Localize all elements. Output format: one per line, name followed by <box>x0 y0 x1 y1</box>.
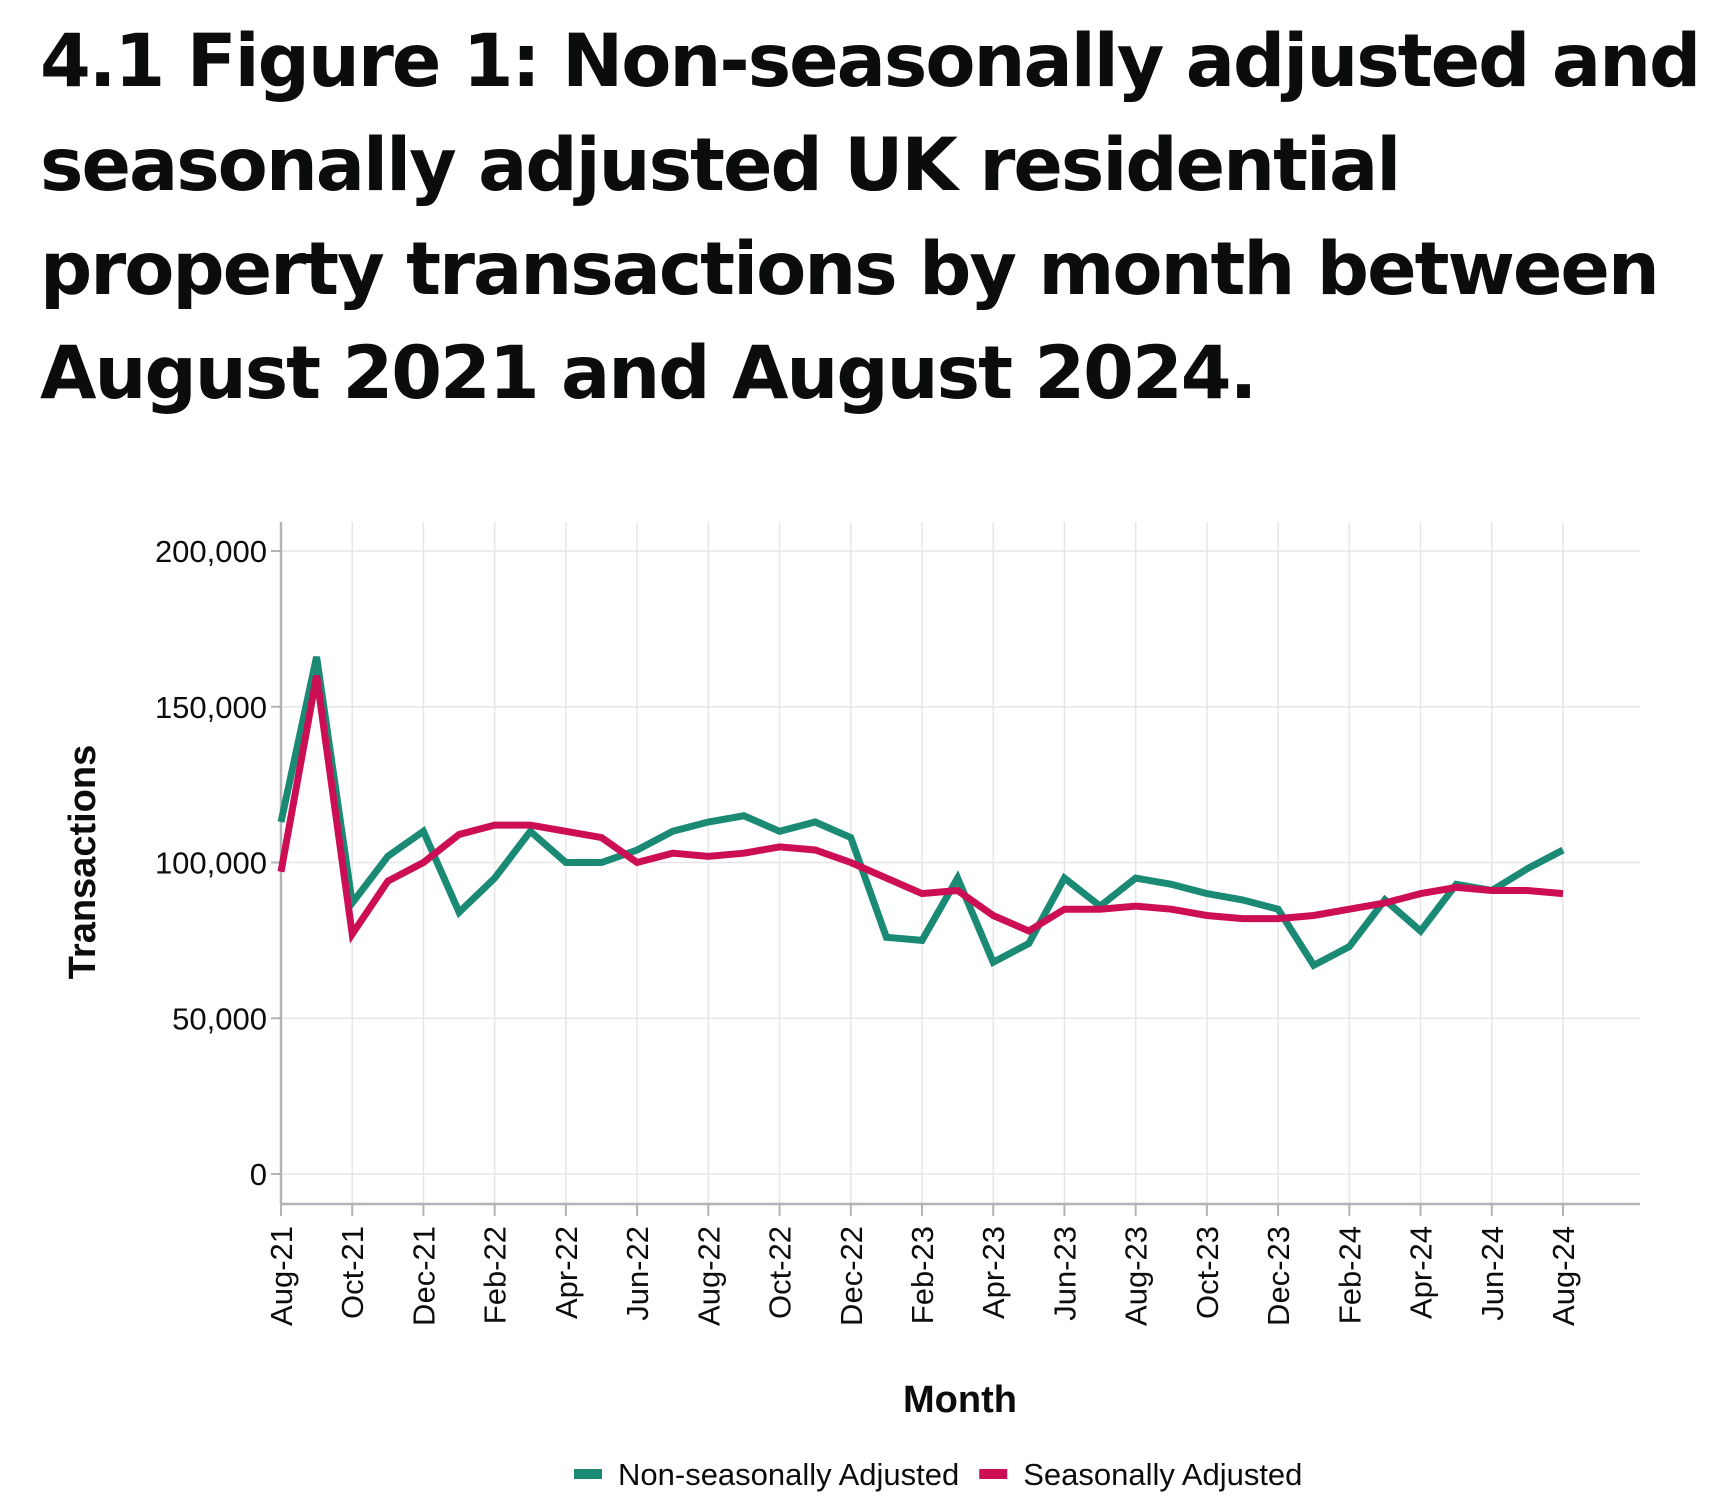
y-tick-label: 200,000 <box>155 534 267 569</box>
x-tick-label: Jun-24 <box>1475 1226 1510 1321</box>
x-tick-label: Apr-24 <box>1404 1226 1439 1319</box>
x-tick-label: Aug-21 <box>264 1226 299 1326</box>
x-tick-label: Oct-23 <box>1190 1226 1225 1319</box>
y-tick-label: 100,000 <box>155 846 267 881</box>
x-axis-title: Month <box>903 1379 1017 1421</box>
x-tick-label: Aug-23 <box>1119 1226 1154 1326</box>
x-tick-label: Jun-23 <box>1047 1226 1082 1321</box>
legend-swatch <box>574 1469 602 1479</box>
y-tick-label: 0 <box>250 1157 267 1192</box>
axes <box>271 522 1640 1216</box>
y-axis-title: Transactions <box>62 745 104 979</box>
x-tick-label: Apr-22 <box>549 1226 584 1319</box>
x-tick-label: Dec-22 <box>834 1226 869 1326</box>
legend-swatch <box>979 1469 1008 1479</box>
x-tick-label: Aug-24 <box>1546 1226 1581 1326</box>
legend-label: Seasonally Adjusted <box>1023 1457 1302 1492</box>
series-line-seasonally-adjusted <box>277 674 1564 944</box>
tick-labels: 0 50,000 100,000 150,000 200,000 Aug-21 Oct-21… <box>155 534 1581 1326</box>
x-tick-label: Feb-23 <box>905 1226 940 1324</box>
x-tick-label: Feb-22 <box>478 1226 513 1324</box>
x-tick-label: Oct-21 <box>335 1226 370 1319</box>
series-lines <box>277 656 1565 970</box>
x-tick-label: Jun-22 <box>620 1226 655 1321</box>
x-tick-label: Dec-23 <box>1261 1226 1296 1326</box>
x-tick-label: Dec-21 <box>406 1226 441 1326</box>
x-tick-label: Aug-22 <box>691 1226 726 1326</box>
y-tick-label: 150,000 <box>155 690 267 725</box>
grid-lines <box>280 522 1640 1204</box>
x-tick-label: Apr-23 <box>976 1226 1011 1319</box>
legend-label: Non-seasonally Adjusted <box>618 1457 959 1492</box>
chart-title: 4.1 Figure 1: Non-seasonally adjusted an… <box>40 19 1701 416</box>
series-line-non-seasonally-adjusted <box>277 656 1565 970</box>
x-tick-label: Oct-22 <box>763 1226 798 1319</box>
legend: Non-seasonally Adjusted Seasonally Adjust… <box>574 1457 1302 1492</box>
x-tick-label: Feb-24 <box>1332 1226 1367 1324</box>
y-tick-label: 50,000 <box>172 1001 267 1036</box>
